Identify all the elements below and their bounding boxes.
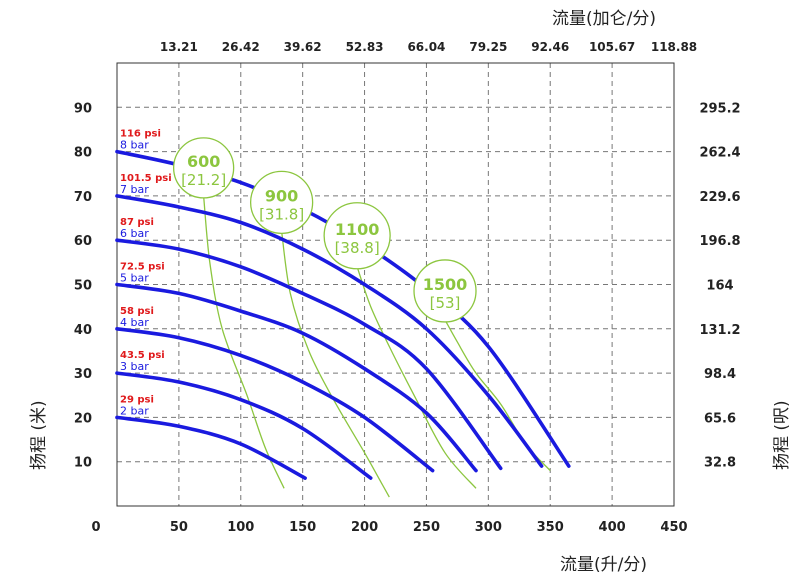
x-top-tick-label: 52.83	[346, 40, 384, 54]
axis-ticks: 0 50 100 150 200 250 300 350 400 450 13.21 26.42 39.…	[74, 40, 741, 535]
y-right-tick-label: 131.2	[699, 323, 740, 338]
curve-psi-label: 101.5 psi	[120, 173, 172, 184]
air-label-circle	[249, 170, 314, 234]
air-curve-900	[280, 231, 390, 498]
air-label-circle	[323, 202, 391, 270]
curve-bar-label: 4 bar	[120, 316, 149, 329]
curve-psi-label: 58 psi	[120, 306, 154, 317]
x-top-tick-label: 39.62	[284, 40, 322, 54]
x-top-tick-label: 66.04	[407, 40, 445, 54]
y-tick-label: 10	[74, 456, 92, 471]
x-top-tick-label: 13.21	[160, 40, 198, 54]
x-tick-label: 100	[227, 520, 254, 535]
left-axis-title: 扬程 (米)	[29, 400, 49, 470]
air-label-circle	[413, 259, 477, 323]
air-label-value: 600	[187, 152, 220, 171]
pressure-curve-5-bar	[115, 282, 478, 473]
x-tick-label: 300	[475, 520, 502, 535]
y-tick-label: 90	[74, 101, 92, 116]
x-tick-label: 0	[91, 520, 100, 535]
air-label-sub: [53]	[430, 294, 461, 312]
y-tick-label: 50	[74, 279, 92, 294]
top-axis-title: 流量(加仑/分)	[552, 9, 656, 29]
x-top-tick-label: 105.67	[589, 40, 635, 54]
air-curve-600	[202, 195, 285, 489]
air-curve-1100	[356, 266, 477, 489]
y-tick-label: 40	[74, 323, 92, 338]
pressure-curve-3-bar	[115, 371, 373, 480]
curve-bar-label: 3 bar	[120, 360, 149, 373]
pressure-curve-6-bar	[115, 238, 503, 471]
y-right-tick-label: 65.6	[704, 411, 736, 426]
x-tick-label: 50	[170, 520, 188, 535]
y-right-tick-label: 164	[706, 279, 733, 294]
x-top-tick-label: 92.46	[531, 40, 569, 54]
y-tick-label: 20	[74, 411, 92, 426]
air-label-sub: [21.2]	[181, 171, 226, 189]
curve-bar-label: 2 bar	[120, 404, 149, 417]
x-top-tick-label: 118.88	[651, 40, 697, 54]
y-right-tick-label: 196.8	[699, 234, 740, 249]
pressure-curve-7-bar	[115, 194, 544, 468]
curve-psi-label: 43.5 psi	[120, 350, 165, 361]
curve-bar-label: 8 bar	[120, 139, 149, 152]
y-right-tick-label: 32.8	[704, 456, 736, 471]
y-right-tick-label: 98.4	[704, 367, 736, 382]
y-tick-label: 30	[74, 367, 92, 382]
curve-psi-label: 87 psi	[120, 217, 154, 228]
x-tick-label: 150	[289, 520, 316, 535]
curve-bar-label: 7 bar	[120, 183, 149, 196]
x-top-tick-label: 79.25	[469, 40, 507, 54]
pressure-curve-4-bar	[115, 327, 435, 473]
air-label-value: 900	[265, 186, 298, 205]
y-right-tick-label: 229.6	[699, 190, 740, 205]
x-tick-label: 450	[660, 520, 687, 535]
curve-psi-label: 29 psi	[120, 394, 154, 405]
air-label-value: 1100	[335, 220, 380, 239]
air-label-sub: [31.8]	[259, 205, 304, 223]
air-label-circle	[172, 137, 235, 199]
air-label-value: 1500	[423, 275, 468, 294]
air-curve-1500	[444, 319, 551, 472]
y-right-tick-label: 262.4	[699, 146, 740, 161]
y-tick-label: 60	[74, 234, 92, 249]
pressure-curve-2-bar	[115, 415, 307, 480]
x-tick-label: 250	[413, 520, 440, 535]
y-right-tick-label: 295.2	[699, 101, 740, 116]
curve-psi-label: 72.5 psi	[120, 262, 165, 273]
curve-bar-label: 6 bar	[120, 227, 149, 240]
right-axis-title: 扬程 (呎)	[772, 400, 792, 470]
x-tick-label: 350	[537, 520, 564, 535]
x-tick-label: 200	[351, 520, 378, 535]
x-tick-label: 400	[599, 520, 626, 535]
curve-labels: 600[21.2] 900[31.8] 1100[38.8] 1500[53] 29 p…	[120, 129, 477, 417]
air-label-sub: [38.8]	[335, 239, 380, 257]
y-tick-label: 80	[74, 146, 92, 161]
curve-psi-label: 116 psi	[120, 129, 161, 140]
x-top-tick-label: 26.42	[222, 40, 260, 54]
y-tick-label: 70	[74, 190, 92, 205]
curve-bar-label: 5 bar	[120, 272, 149, 285]
pressure-curves	[115, 149, 571, 480]
pressure-curve-8-bar	[115, 149, 571, 468]
grid	[117, 63, 674, 506]
bottom-axis-title: 流量(升/分)	[560, 555, 647, 575]
